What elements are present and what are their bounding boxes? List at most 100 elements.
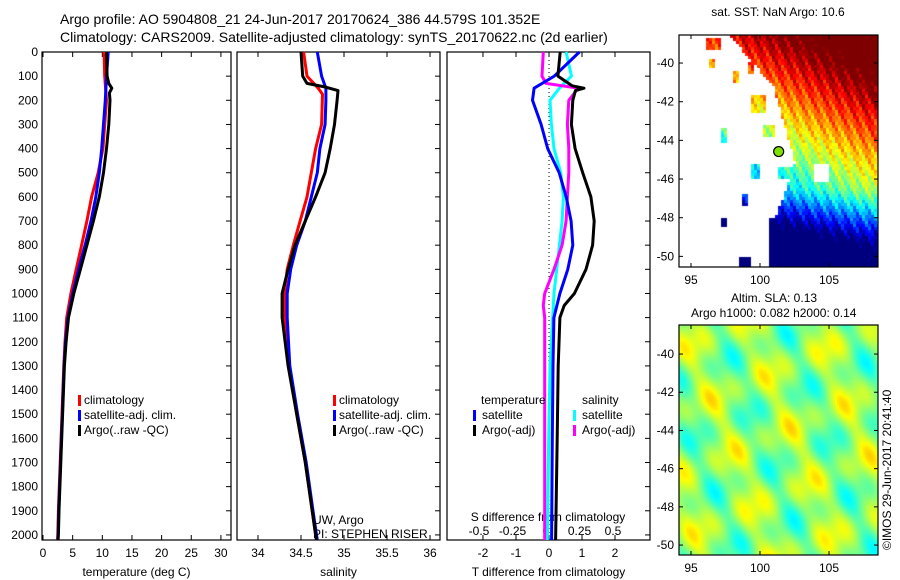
x-tick-label: 0: [546, 546, 553, 560]
legend-label: satellite: [482, 408, 523, 422]
sla-map-panel: 95 100 105 -40 -42 -44 -46 -48 -50: [657, 324, 879, 575]
y-tick-label: 1800: [11, 480, 38, 494]
series-line-satellite: [545, 51, 573, 541]
map-frame: [678, 34, 879, 268]
sst-map-title: sat. SST: NaN Argo: 10.6: [711, 5, 845, 19]
x-tick-label: 5: [69, 546, 76, 560]
lat-tick-label: -50: [657, 538, 675, 552]
legend-swatch: [333, 425, 336, 436]
argo-position-marker: [773, 145, 785, 158]
x-tick-label: 35: [337, 546, 351, 560]
salinity-panel: 34 34.5 35 35.5 36 salinity climatologysatelli…: [236, 51, 441, 579]
series-line-satellite-adj--clim-: [56, 51, 110, 541]
x-tick-label: -2: [478, 546, 489, 560]
plot-frame: [236, 51, 441, 541]
lat-tick-label: -40: [657, 56, 675, 70]
x-axis-label: temperature (deg C): [82, 565, 190, 579]
legend-label: Argo(..raw -QC): [84, 423, 169, 437]
legend-label: satellite: [582, 408, 623, 422]
difference-panel: -2 -1 0 1 2 T difference from climatology -0.5…: [446, 50, 651, 579]
lat-tick-label: -42: [657, 385, 675, 399]
sla-map-subtitle: Argo h1000: 0.082 h2000: 0.14: [691, 306, 857, 320]
x-tick-label: 1: [579, 546, 586, 560]
y-tick-label: 400: [18, 142, 38, 156]
x-tick-label: 10: [96, 546, 110, 560]
copyright-text: ©IMOS 29-Jun-2017 20:41:40: [880, 389, 894, 550]
series-line-argo---raw--qc-: [280, 51, 340, 541]
x-tick-label: -1: [511, 546, 522, 560]
x-tick-label: 0: [40, 546, 47, 560]
temperature-panel: 0 5 10 15 20 25 30 temperature (deg C) 0 100 200 30…: [11, 45, 232, 579]
y-tick-label: 1600: [11, 431, 38, 445]
y-tick-label: 1900: [11, 504, 38, 518]
y-tick-label: 1500: [11, 407, 38, 421]
title-line-2: Climatology: CARS2009. Satellite-adjuste…: [60, 29, 608, 45]
x-tick-label: 25: [185, 546, 199, 560]
lat-tick-label: -40: [657, 347, 675, 361]
x-tick-label: 20: [155, 546, 169, 560]
x-axis-label: salinity: [320, 565, 357, 579]
lon-tick-label: 95: [684, 273, 698, 287]
legend-swatch: [333, 410, 336, 421]
y-tick-label: 1700: [11, 455, 38, 469]
legend-swatch: [78, 395, 81, 406]
legend-swatch: [78, 410, 81, 421]
y-tick-label: 0: [31, 45, 38, 59]
legend-swatch: [78, 425, 81, 436]
series-line-argo---raw--qc-: [56, 51, 114, 541]
s-tick-label: 0.5: [605, 524, 622, 538]
sst-map-panel: 95 100 105 -40 -42 -44 -46 -48 -50: [657, 34, 879, 287]
legend-swatch: [473, 410, 476, 421]
legend-swatch: [573, 410, 576, 421]
lon-tick-label: 105: [819, 561, 839, 575]
lon-tick-label: 100: [750, 561, 770, 575]
y-tick-label: 500: [18, 166, 38, 180]
legend-label: climatology: [84, 393, 144, 407]
y-tick-label: 700: [18, 214, 38, 228]
x-axis-label: T difference from climatology: [472, 565, 626, 579]
x-tick-label: 36: [423, 546, 437, 560]
x-tick-label: 35.5: [375, 546, 399, 560]
x-tick-label: 34: [251, 546, 265, 560]
lat-tick-label: -46: [657, 172, 675, 186]
x-tick-label: 2: [612, 546, 619, 560]
legend-label: satellite-adj. clim.: [84, 408, 176, 422]
x-tick-label: 34.5: [289, 546, 313, 560]
lat-tick-label: -44: [657, 133, 675, 147]
legend-label: satellite-adj. clim.: [339, 408, 431, 422]
lat-tick-label: -44: [657, 423, 675, 437]
y-tick-label: 100: [18, 69, 38, 83]
lat-tick-label: -46: [657, 462, 675, 476]
plot-frame: [41, 51, 232, 541]
legend-label: Argo(..raw -QC): [339, 423, 424, 437]
y-tick-label: 200: [18, 93, 38, 107]
series-line-climatology: [56, 51, 108, 541]
lon-tick-label: 95: [684, 561, 698, 575]
y-tick-label: 600: [18, 190, 38, 204]
y-tick-label: 2000: [11, 528, 38, 542]
legend-title-temperature: temperature: [481, 393, 546, 407]
lat-tick-label: -50: [657, 249, 675, 263]
lat-tick-label: -48: [657, 211, 675, 225]
series-line-satellite: [531, 50, 581, 541]
legend-label: climatology: [339, 393, 399, 407]
y-tick-label: 800: [18, 238, 38, 252]
y-tick-label: 900: [18, 262, 38, 276]
x-tick-label: 30: [214, 546, 228, 560]
lon-tick-label: 105: [819, 273, 839, 287]
y-tick-label: 300: [18, 117, 38, 131]
s-tick-label: 0.25: [568, 524, 592, 538]
credit-text: UW, Argo: [313, 513, 364, 527]
s-tick-label: -0.5: [469, 524, 490, 538]
legend-label: Argo(-adj): [582, 423, 635, 437]
legend-title-salinity: salinity: [582, 393, 619, 407]
title-line-1: Argo profile: AO 5904808_21 24-Jun-2017 …: [60, 11, 540, 27]
y-tick-label: 1000: [11, 286, 38, 300]
map-frame: [678, 324, 879, 556]
legend-swatch: [473, 425, 476, 436]
series-line-climatology: [283, 51, 324, 541]
legend-swatch: [333, 395, 336, 406]
y-tick-label: 1100: [12, 311, 38, 325]
lat-tick-label: -48: [657, 500, 675, 514]
